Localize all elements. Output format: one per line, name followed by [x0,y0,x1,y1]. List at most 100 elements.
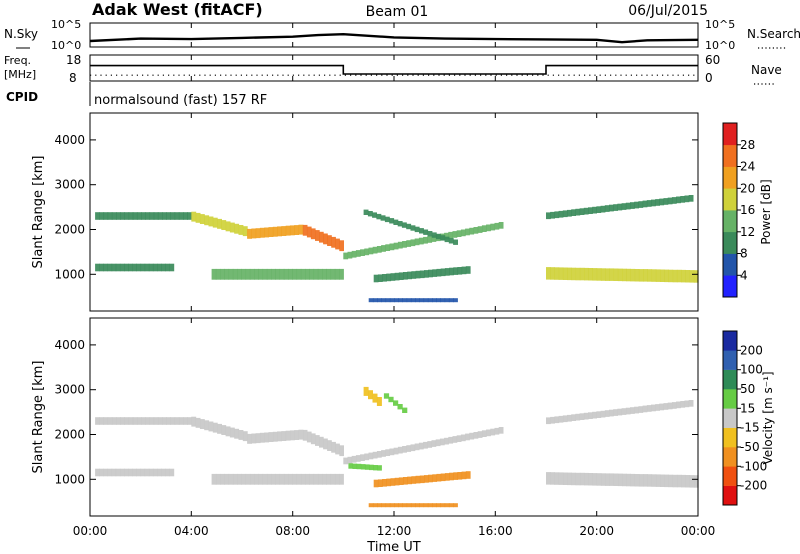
data-cell [600,473,606,486]
data-cell [655,474,661,487]
data-cell [119,263,125,272]
y-tick-label: 2000 [54,223,85,237]
data-cell [178,212,184,220]
freq-label-1: Freq. [4,54,31,67]
data-cell [410,444,416,452]
data-cell [436,473,442,482]
data-cell [448,503,454,508]
data-cell [317,268,323,280]
data-cell [245,268,251,280]
colorbar-tick-label: 50 [740,382,755,396]
data-cell [465,228,470,236]
data-cell [394,272,400,281]
data-cell [331,441,336,453]
data-cell [383,393,390,399]
data-cell [571,472,577,486]
data-cell [419,298,425,303]
data-cell [285,430,291,441]
data-cell [546,472,551,485]
data-cell [369,464,374,471]
data-cell [423,298,429,303]
data-cell [309,268,315,280]
data-cell [225,426,231,437]
data-cell [251,433,257,444]
data-cell [579,413,585,420]
data-cell [403,477,408,485]
data-cell [305,268,310,280]
data-cell [144,263,150,272]
data-cell [477,226,483,233]
data-cell [604,205,610,212]
data-cell [667,197,673,205]
data-cell [258,268,264,280]
data-cell [377,465,382,471]
data-cell [575,208,581,216]
data-cell [148,263,154,272]
data-cell [427,503,433,508]
data-cell [351,250,357,258]
data-cell [247,433,252,444]
data-cell [389,448,395,456]
data-cell [600,410,606,418]
data-cell [651,199,656,207]
data-cell [220,473,225,485]
data-cell [281,431,287,441]
data-cell [128,212,134,220]
data-cell [414,443,420,451]
data-cell [693,270,699,283]
data-cell [241,268,247,280]
data-cell [161,263,166,272]
data-cell [424,475,429,483]
x-tick-label: 20:00 [579,524,614,538]
data-cell [397,446,403,454]
data-cell [132,263,137,272]
data-cell [363,209,369,215]
data-cell [440,473,446,482]
data-cell [288,473,293,485]
data-cell [681,269,686,283]
data-cell [630,202,635,209]
data-cell [453,503,458,508]
nsky-line [89,32,699,44]
data-cell [385,244,391,251]
data-cell [141,417,146,425]
colorbar-cell [723,485,737,506]
data-cell [680,401,686,408]
data-cell [498,427,504,434]
data-cell [436,233,441,240]
data-cell [124,263,129,272]
data-cell [655,404,660,411]
data-cell [300,473,306,485]
data-cell [486,224,491,232]
data-cell [583,412,589,420]
data-cell [390,478,396,486]
data-cell [279,268,285,280]
data-cell [449,267,454,276]
data-cell [204,420,210,431]
data-cell [268,432,274,442]
data-cell [381,503,387,508]
data-cell [368,298,374,303]
data-cell [360,464,366,470]
data-cell [254,268,259,280]
data-cell [237,473,242,485]
data-cell [128,468,133,477]
data-cell [95,263,100,272]
data-cell [630,268,636,282]
data-cell [605,268,610,281]
x-axis-ticks: 00:00 04:00 08:00 12:00 16:00 20:00 00:00 [73,23,715,538]
data-cell [165,263,170,272]
data-cell [157,212,163,220]
data-cell [292,268,298,280]
data-cell [393,400,399,406]
data-cell [372,451,378,459]
data-cell [584,267,589,281]
data-cell [643,269,648,282]
data-cell [368,503,374,508]
data-cell [262,473,268,485]
data-cell [300,268,306,280]
data-cell [428,474,433,483]
data-cell [355,455,361,462]
data-cell [191,416,197,427]
data-cell [646,405,652,412]
